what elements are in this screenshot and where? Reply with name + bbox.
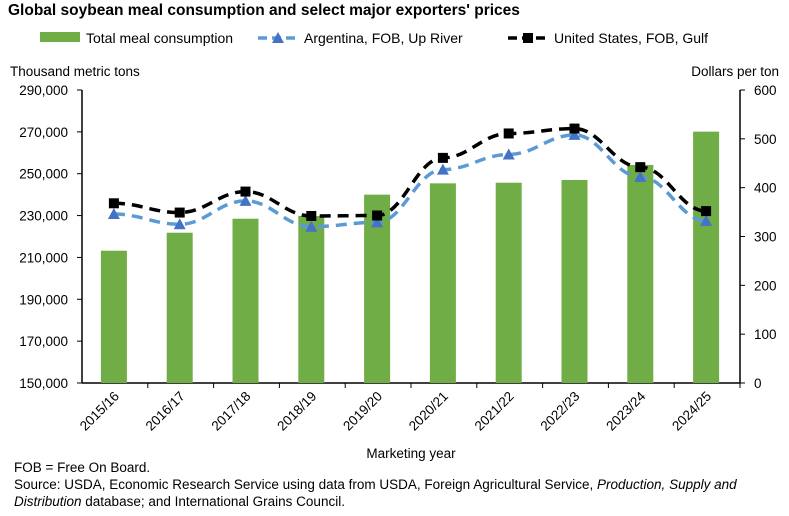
bar (561, 179, 588, 383)
square-marker (174, 207, 185, 218)
legend-label: Total meal consumption (86, 30, 233, 46)
y-axis-left-label: Thousand metric tons (10, 64, 140, 79)
bar (166, 232, 193, 383)
x-tick-label: 2022/23 (537, 389, 582, 434)
x-axis-label: Marketing year (366, 446, 456, 461)
triangle-marker (305, 220, 318, 232)
source-note: Source: USDA, Economic Research Service … (14, 476, 784, 510)
x-tick-label: 2016/17 (143, 389, 188, 434)
square-marker (437, 152, 448, 163)
y-right-tick-label: 600 (754, 83, 777, 98)
legend-label: United States, FOB, Gulf (554, 30, 708, 46)
triangle-marker (700, 214, 713, 226)
triangle-marker (272, 32, 284, 43)
legend: Total meal consumption Argentina, FOB, Up… (40, 30, 708, 46)
y-right-tick-label: 200 (754, 278, 777, 293)
square-marker (701, 206, 712, 217)
y-axis-right-label: Dollars per ton (691, 64, 779, 79)
square-marker (306, 210, 317, 221)
source-text-c: Supply and Distribution (14, 477, 737, 509)
legend-label: Argentina, FOB, Up River (304, 30, 463, 46)
series-line (113, 126, 707, 218)
triangle-marker (502, 148, 515, 160)
x-tick-label: 2021/22 (472, 389, 517, 434)
square-marker (108, 198, 119, 209)
triangle-marker (107, 208, 120, 220)
triangle-marker (634, 170, 647, 182)
bar (298, 215, 325, 383)
chart-svg: Total meal consumption Argentina, FOB, Up… (10, 30, 779, 461)
y-right-tick-label: 500 (754, 132, 777, 147)
bar (100, 250, 127, 383)
bar (693, 131, 720, 383)
y-left-tick-label: 150,000 (19, 376, 68, 391)
series-line (113, 133, 707, 229)
x-tick-label: 2023/24 (603, 388, 648, 433)
square-marker (503, 128, 514, 139)
y-left-tick-label: 290,000 (19, 83, 68, 98)
square-marker (523, 33, 533, 43)
y-right-tick-label: 0 (754, 376, 762, 391)
x-tick-label: 2017/18 (208, 389, 253, 434)
bar (429, 183, 456, 383)
x-tick-label: 2024/25 (669, 389, 714, 434)
bar (627, 164, 654, 383)
triangle-marker (239, 194, 252, 206)
source-text-a: Source: USDA, Economic Research Service … (14, 477, 597, 492)
x-tick-label: 2020/21 (406, 389, 451, 434)
square-marker (569, 123, 580, 134)
y-left-tick-label: 270,000 (19, 125, 68, 140)
y-left-tick-label: 250,000 (19, 167, 68, 182)
bar (232, 218, 259, 383)
square-marker (372, 210, 383, 221)
bar (495, 182, 522, 383)
triangle-marker (568, 128, 581, 140)
y-left-tick-label: 190,000 (19, 292, 68, 307)
square-marker (635, 162, 646, 173)
y-right-tick-label: 300 (754, 230, 777, 245)
y-right-tick-label: 100 (754, 327, 777, 342)
square-marker (240, 186, 251, 197)
y-left-tick-label: 230,000 (19, 209, 68, 224)
source-text-b: Production, (597, 477, 666, 492)
legend-swatch-bar (40, 32, 80, 42)
x-tick-label: 2018/19 (274, 389, 319, 434)
triangle-marker (371, 216, 384, 228)
y-left-tick-label: 170,000 (19, 334, 68, 349)
triangle-marker (173, 218, 186, 230)
y-left-tick-label: 210,000 (19, 250, 68, 265)
x-tick-label: 2015/16 (77, 389, 122, 434)
triangle-marker (436, 163, 449, 175)
source-text-d: database; and International Grains Counc… (81, 494, 345, 509)
y-right-tick-label: 400 (754, 181, 777, 196)
chart-title: Global soybean meal consumption and sele… (8, 2, 520, 19)
x-tick-label: 2019/20 (340, 389, 385, 434)
fob-note: FOB = Free On Board. (14, 460, 151, 475)
